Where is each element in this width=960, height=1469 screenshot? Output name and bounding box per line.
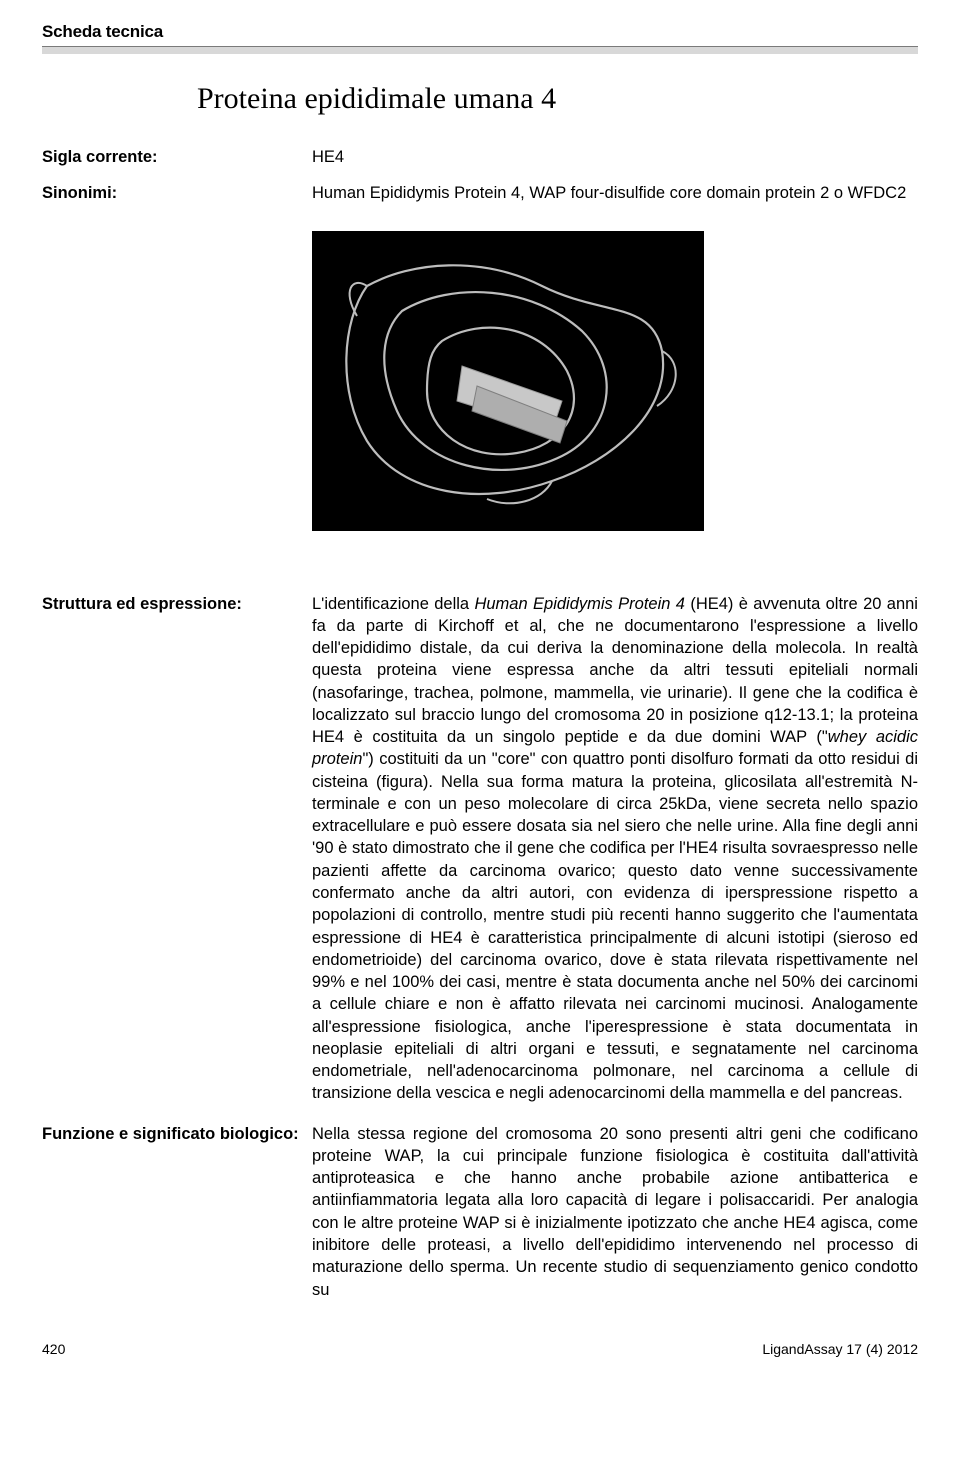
sigla-label: Sigla corrente: xyxy=(42,146,312,168)
protein-ribbon-svg xyxy=(312,231,704,531)
page-number: 420 xyxy=(42,1341,65,1357)
struttura-label: Struttura ed espressione: xyxy=(42,593,312,1105)
page-title: Proteina epididimale umana 4 xyxy=(197,82,918,116)
struttura-italic-1: Human Epididymis Protein 4 xyxy=(474,595,685,613)
funzione-text: Nella stessa regione del cromosoma 20 so… xyxy=(312,1123,918,1301)
struttura-pre: L'identificazione della xyxy=(312,595,474,613)
row-funzione: Funzione e significato biologico: Nella … xyxy=(42,1123,918,1301)
row-sinonimi: Sinonimi: Human Epididymis Protein 4, WA… xyxy=(42,182,918,204)
row-sigla: Sigla corrente: HE4 xyxy=(42,146,918,168)
journal-citation: LigandAssay 17 (4) 2012 xyxy=(762,1341,918,1357)
protein-structure-figure xyxy=(312,231,704,531)
struttura-mid2: ") costituiti da un "core" con quattro p… xyxy=(312,750,918,1102)
funzione-label: Funzione e significato biologico: xyxy=(42,1123,312,1301)
page-footer: 420 LigandAssay 17 (4) 2012 xyxy=(42,1337,918,1357)
header-divider xyxy=(42,46,918,54)
struttura-text: L'identificazione della Human Epididymis… xyxy=(312,593,918,1105)
figure-container xyxy=(312,231,918,531)
section-header: Scheda tecnica xyxy=(42,22,918,42)
sigla-value: HE4 xyxy=(312,146,918,168)
sinonimi-value: Human Epididymis Protein 4, WAP four-dis… xyxy=(312,182,918,204)
struttura-mid1: (HE4) è avvenuta oltre 20 anni fa da par… xyxy=(312,595,918,747)
sinonimi-label: Sinonimi: xyxy=(42,182,312,204)
row-struttura: Struttura ed espressione: L'identificazi… xyxy=(42,593,918,1105)
